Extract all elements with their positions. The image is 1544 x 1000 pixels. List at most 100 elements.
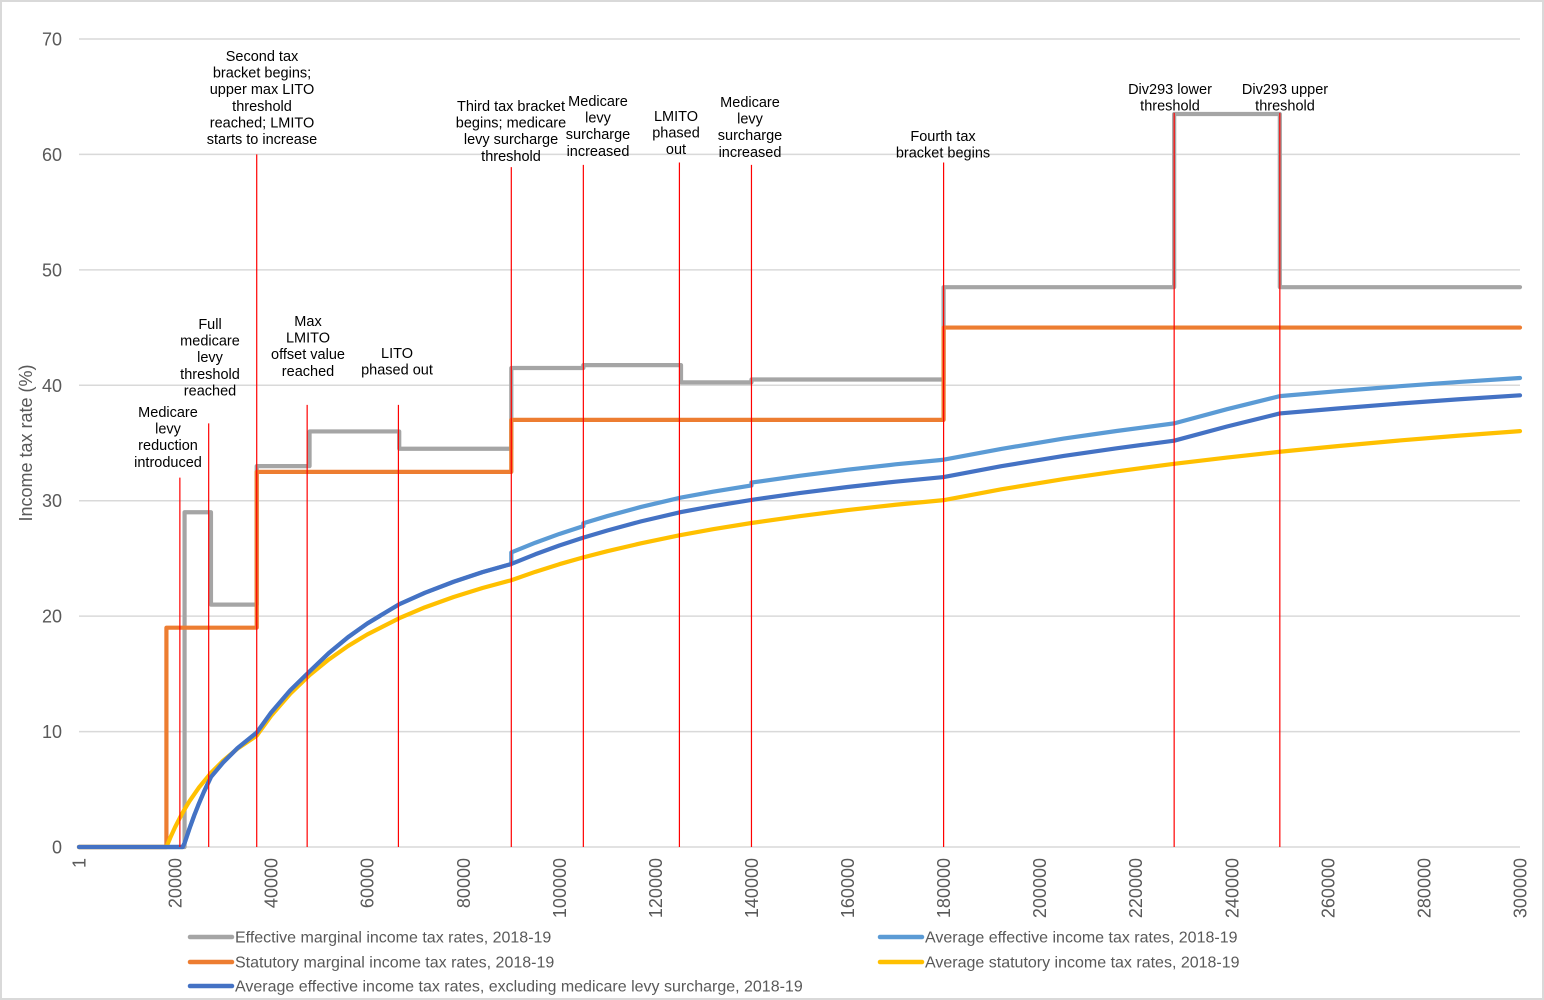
annotation-label-line: introduced [134,455,202,471]
annotation-label-line: threshold [232,99,292,115]
x-tick-label: 80000 [454,858,474,908]
annotation-label-line: phased out [361,363,433,379]
annotation-label-line: increased [719,145,782,161]
y-tick-label: 30 [42,491,62,511]
annotation-label-line: Medicare [568,94,628,110]
annotation-label-line: threshold [1255,99,1315,115]
x-axis-ticks: 1 20000 40000 60000 80000 100000 120000 140000 1… [70,858,1531,918]
y-tick-label: 60 [42,145,62,165]
x-tick-label: 240000 [1222,858,1242,918]
annotation-label-line: starts to increase [207,132,317,148]
annotation-label-line: threshold [1140,99,1200,115]
y-tick-label: 0 [52,838,62,858]
annotation-label-line: reached; LMITO [210,115,315,131]
threshold-annotations: MedicarelevyreductionintroducedFullmedic… [134,49,1328,847]
legend-label: Effective marginal income tax rates, 201… [235,930,551,947]
x-tick-label: 200000 [1030,858,1050,918]
annotation-label-line: Third tax bracket [457,99,565,115]
annotation-label-line: reduction [138,438,198,454]
annotation-label-line: levy [197,350,224,366]
annotation-label-line: threshold [481,149,541,165]
legend-item: Average statutory income tax rates, 2018… [877,955,1240,972]
annotation-label-line: bracket begins [896,146,990,162]
average-effective-excl-mls-line [76,393,1523,850]
x-tick-label: 120000 [646,858,666,918]
x-tick-label: 300000 [1511,858,1531,918]
x-tick-label: 260000 [1318,858,1338,918]
annotation-label-line: bracket begins; [213,66,311,82]
y-axis-title: Income tax rate (%) [16,364,36,521]
x-tick-label: 100000 [550,858,570,918]
annotation-label-line: offset value [271,347,345,363]
annotation-label-line: Full [198,317,221,333]
annotation-label-line: phased [652,126,700,142]
effective-marginal-rate-line [76,111,1523,850]
x-tick-label: 220000 [1126,858,1146,918]
annotation-label-line: levy [155,422,182,438]
annotation-label-line: Div293 lower [1128,82,1212,98]
legend-item: Average effective income tax rates, excl… [187,979,803,996]
chart-legend: Effective marginal income tax rates, 201… [187,930,1240,996]
legend-item: Average effective income tax rates, 2018… [877,930,1238,947]
annotation-label-line: levy [737,112,764,128]
annotation-label-line: Fourth tax [910,129,976,145]
annotation-label-line: upper max LITO [210,82,315,98]
annotation-label-line: begins; medicare [456,116,566,132]
annotation-label-line: Div293 upper [1242,82,1328,98]
data-series [76,111,1523,850]
annotation-label-line: LMITO [286,331,330,347]
gridlines [79,38,1520,848]
y-tick-label: 50 [42,260,62,280]
y-axis-ticks: 0 10 20 30 40 50 60 70 [42,30,62,858]
annotation-label-line: out [666,142,686,158]
annotation-label-line: reached [184,383,236,399]
legend-label: Average statutory income tax rates, 2018… [925,955,1240,972]
x-tick-label: 20000 [166,858,186,908]
legend-label: Average effective income tax rates, excl… [235,979,803,996]
annotation-label-line: Medicare [720,95,780,111]
annotation-label-line: Max [294,314,322,330]
y-tick-label: 70 [42,30,62,50]
x-tick-label: 280000 [1414,858,1434,918]
annotation-label-line: surcharge [566,127,630,143]
x-tick-label: 180000 [934,858,954,918]
legend-item: Effective marginal income tax rates, 201… [187,930,551,947]
y-tick-label: 10 [42,722,62,742]
annotation-label-line: LITO [381,346,413,362]
statutory-marginal-rate-line [76,325,1523,850]
annotation-label-line: levy [585,111,612,127]
x-tick-label: 60000 [358,858,378,908]
annotation-label-line: increased [567,144,630,160]
annotation-label-line: levy surcharge [464,132,558,148]
legend-item: Statutory marginal income tax rates, 201… [187,955,554,972]
annotation-label-line: Second tax [226,49,299,65]
y-tick-label: 20 [42,607,62,627]
annotation-label-line: reached [282,364,334,380]
annotation-label-line: surcharge [718,128,782,144]
annotation-label-line: medicare [180,334,240,350]
annotation-label-line: LMITO [654,109,698,125]
x-tick-label: 140000 [742,858,762,918]
x-tick-label: 40000 [262,858,282,908]
y-tick-label: 40 [42,376,62,396]
x-tick-label: 160000 [838,858,858,918]
legend-label: Statutory marginal income tax rates, 201… [235,955,554,972]
annotation-label-line: threshold [180,367,240,383]
annotation-label-line: Medicare [138,405,198,421]
x-tick-label: 1 [70,858,90,868]
legend-label: Average effective income tax rates, 2018… [925,930,1238,947]
